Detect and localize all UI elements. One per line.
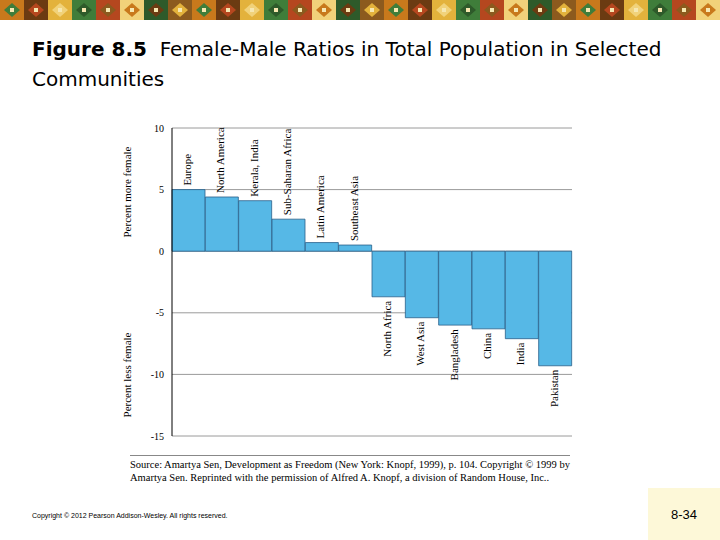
svg-text:Sub-Saharan Africa: Sub-Saharan Africa	[281, 129, 293, 216]
html-text:8-34: 8-34	[671, 506, 697, 522]
svg-text:Kerala, India: Kerala, India	[248, 139, 260, 197]
svg-text:Pakistan: Pakistan	[548, 369, 560, 407]
svg-text:Bangladesh: Bangladesh	[448, 329, 460, 381]
html-text:Female-Male Ratios in Total Po: Female-Male Ratios in Total Population i…	[32, 37, 662, 91]
svg-text:India: India	[514, 343, 526, 366]
html-text:Source: Amartya Sen, Developme: Source: Amartya Sen, Development as Free…	[130, 459, 570, 483]
html-text:Figure 8.5: Figure 8.5	[32, 37, 147, 61]
svg-text:-5: -5	[156, 307, 164, 318]
html-text:Copyright © 2012 Pearson Addis: Copyright © 2012 Pearson Addison-Wesley.…	[32, 512, 228, 519]
svg-text:-10: -10	[151, 369, 164, 380]
svg-text:Europe: Europe	[181, 154, 193, 186]
svg-text:Latin America: Latin America	[314, 175, 326, 238]
svg-text:West Asia: West Asia	[414, 322, 426, 366]
svg-text:Percent more female: Percent more female	[121, 146, 133, 237]
svg-text:China: China	[481, 333, 493, 359]
svg-text:-15: -15	[151, 431, 164, 442]
svg-text:Southeast Asia: Southeast Asia	[348, 176, 360, 241]
svg-text:10: 10	[154, 123, 164, 134]
svg-text:North Africa: North Africa	[381, 301, 393, 357]
svg-text:Percent less female: Percent less female	[121, 332, 133, 417]
svg-text:5: 5	[159, 184, 164, 195]
svg-text:0: 0	[159, 246, 164, 257]
svg-text:North America: North America	[214, 127, 226, 193]
